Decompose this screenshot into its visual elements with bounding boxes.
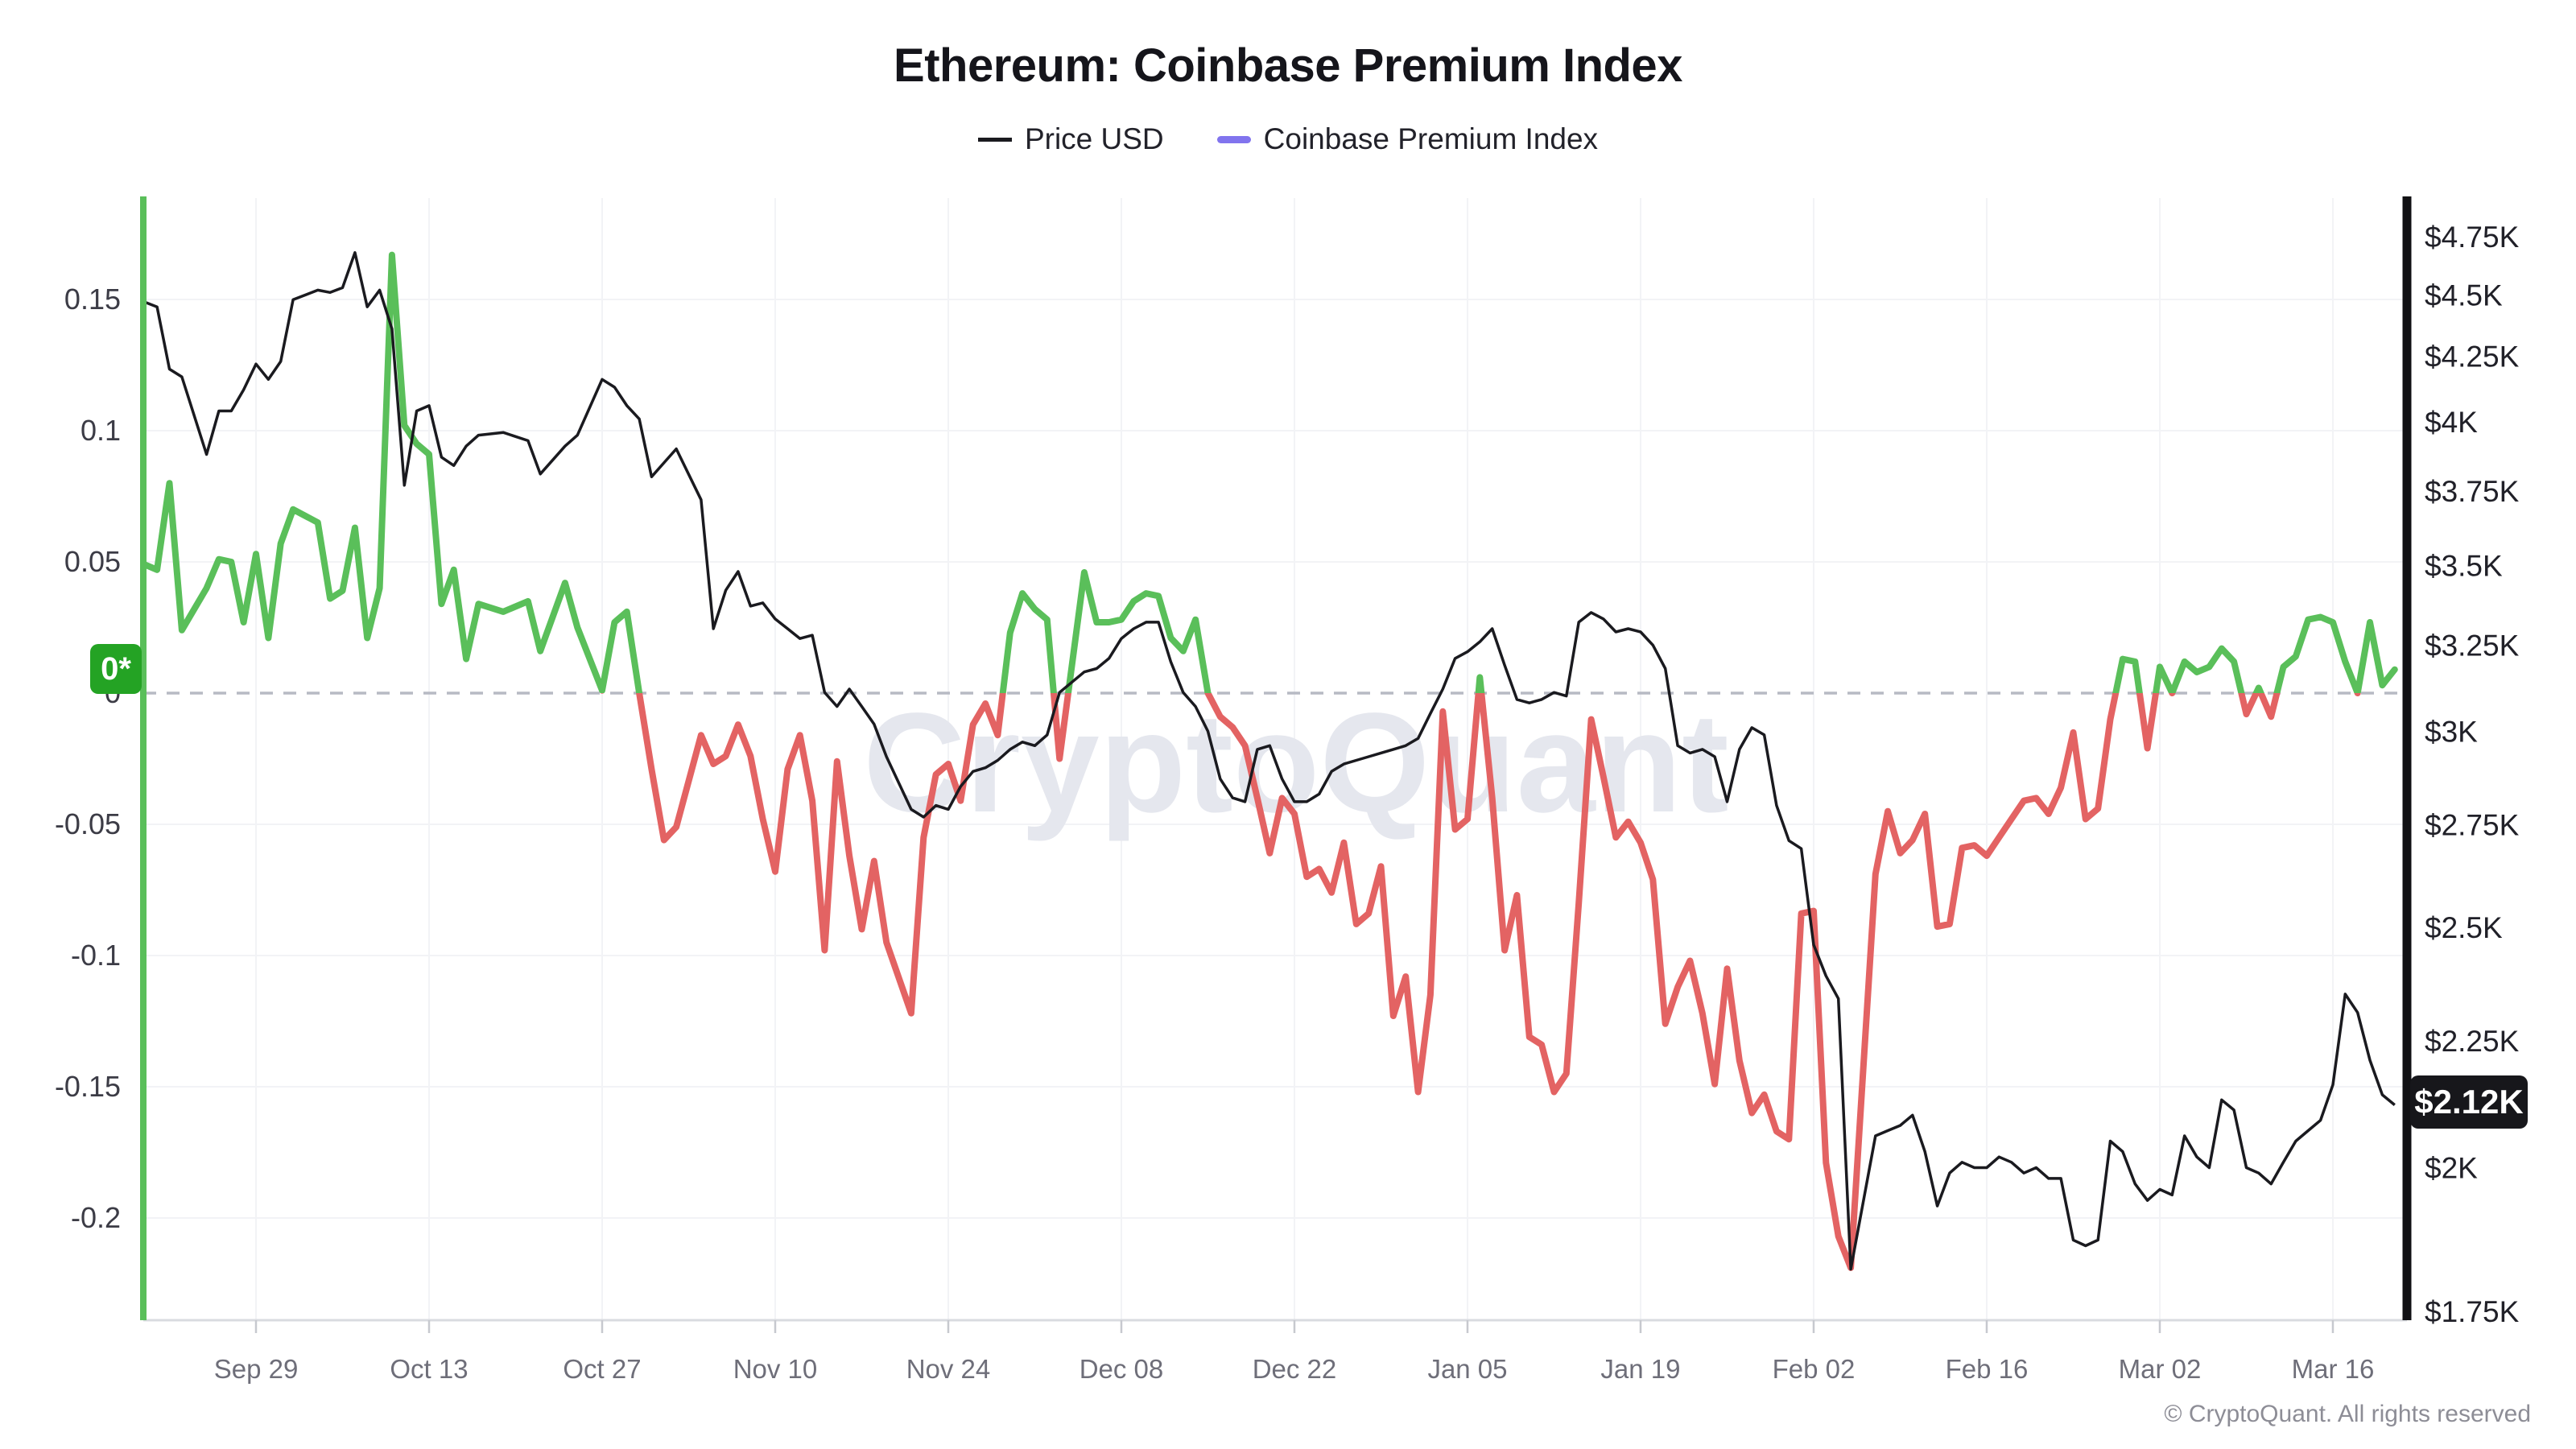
svg-text:Oct 27: Oct 27 (563, 1354, 641, 1384)
svg-text:Oct 13: Oct 13 (390, 1354, 468, 1384)
svg-text:0.05: 0.05 (64, 545, 121, 578)
svg-text:$3.75K: $3.75K (2425, 475, 2520, 508)
left-axis-labels: 0.150.10.050-0.05-0.1-0.15-0.2 (55, 283, 121, 1234)
price-line-swatch-icon (977, 137, 1012, 142)
svg-text:$2.25K: $2.25K (2425, 1025, 2520, 1058)
svg-text:$4.5K: $4.5K (2425, 279, 2503, 312)
x-axis-tick-marks (254, 1320, 2334, 1333)
legend-label-price-usd: Price USD (1024, 122, 1164, 155)
svg-text:0.15: 0.15 (64, 283, 121, 316)
svg-text:Nov 24: Nov 24 (906, 1354, 991, 1384)
copyright-footer: © CryptoQuant. All rights reserved (2164, 1401, 2531, 1427)
svg-text:Feb 16: Feb 16 (1946, 1354, 2029, 1384)
premium-line-positive (141, 251, 2398, 693)
svg-text:Mar 02: Mar 02 (2119, 1354, 2202, 1384)
svg-text:-0.05: -0.05 (55, 807, 121, 840)
svg-text:$4.75K: $4.75K (2425, 221, 2520, 254)
svg-text:-0.1: -0.1 (71, 939, 121, 972)
svg-text:Mar 16: Mar 16 (2292, 1354, 2375, 1384)
svg-text:Dec 08: Dec 08 (1080, 1354, 1164, 1384)
right-axis-labels: $4.75K $4.5K $4.25K $4K $3.75K $3.5K $3.25K $3K… (2425, 221, 2520, 1328)
svg-text:0.1: 0.1 (80, 414, 121, 447)
legend-item-coinbase-premium-index[interactable]: Coinbase Premium Index (1216, 122, 1599, 156)
svg-text:Jan 05: Jan 05 (1427, 1354, 1507, 1384)
svg-text:-0.2: -0.2 (71, 1201, 121, 1234)
page-title: Ethereum: Coinbase Premium Index (894, 39, 1682, 92)
svg-text:Dec 22: Dec 22 (1253, 1354, 1337, 1384)
svg-text:$2.75K: $2.75K (2425, 809, 2520, 842)
x-axis-labels: Sep 29 Oct 13 Oct 27 Nov 10 Nov 24 Dec 08 Dec … (214, 1354, 2375, 1384)
zero-axis-badge: 0* (90, 644, 142, 694)
svg-text:Jan 19: Jan 19 (1600, 1354, 1680, 1384)
svg-text:$4.25K: $4.25K (2425, 341, 2520, 374)
svg-text:$3.5K: $3.5K (2425, 549, 2503, 582)
price-line (144, 251, 2396, 1271)
svg-text:Nov 10: Nov 10 (733, 1354, 818, 1384)
svg-text:$2K: $2K (2425, 1152, 2478, 1185)
svg-text:Feb 02: Feb 02 (1773, 1354, 1856, 1384)
svg-text:Sep 29: Sep 29 (214, 1354, 299, 1384)
legend-item-price-usd[interactable]: Price USD (977, 122, 1164, 156)
legend: Price USD Coinbase Premium Index (0, 122, 2576, 156)
svg-text:$1.75K: $1.75K (2425, 1295, 2520, 1328)
svg-text:-0.15: -0.15 (55, 1070, 121, 1103)
legend-label-coinbase-premium-index: Coinbase Premium Index (1263, 122, 1599, 155)
svg-text:$2.5K: $2.5K (2425, 911, 2503, 944)
premium-line-negative (600, 693, 2361, 1271)
latest-price-badge: $2.12K (2410, 1075, 2528, 1129)
svg-text:$3.25K: $3.25K (2425, 629, 2520, 662)
svg-text:$3K: $3K (2425, 715, 2478, 748)
premium-line-swatch-icon (1216, 135, 1251, 143)
svg-text:$4K: $4K (2425, 406, 2478, 439)
